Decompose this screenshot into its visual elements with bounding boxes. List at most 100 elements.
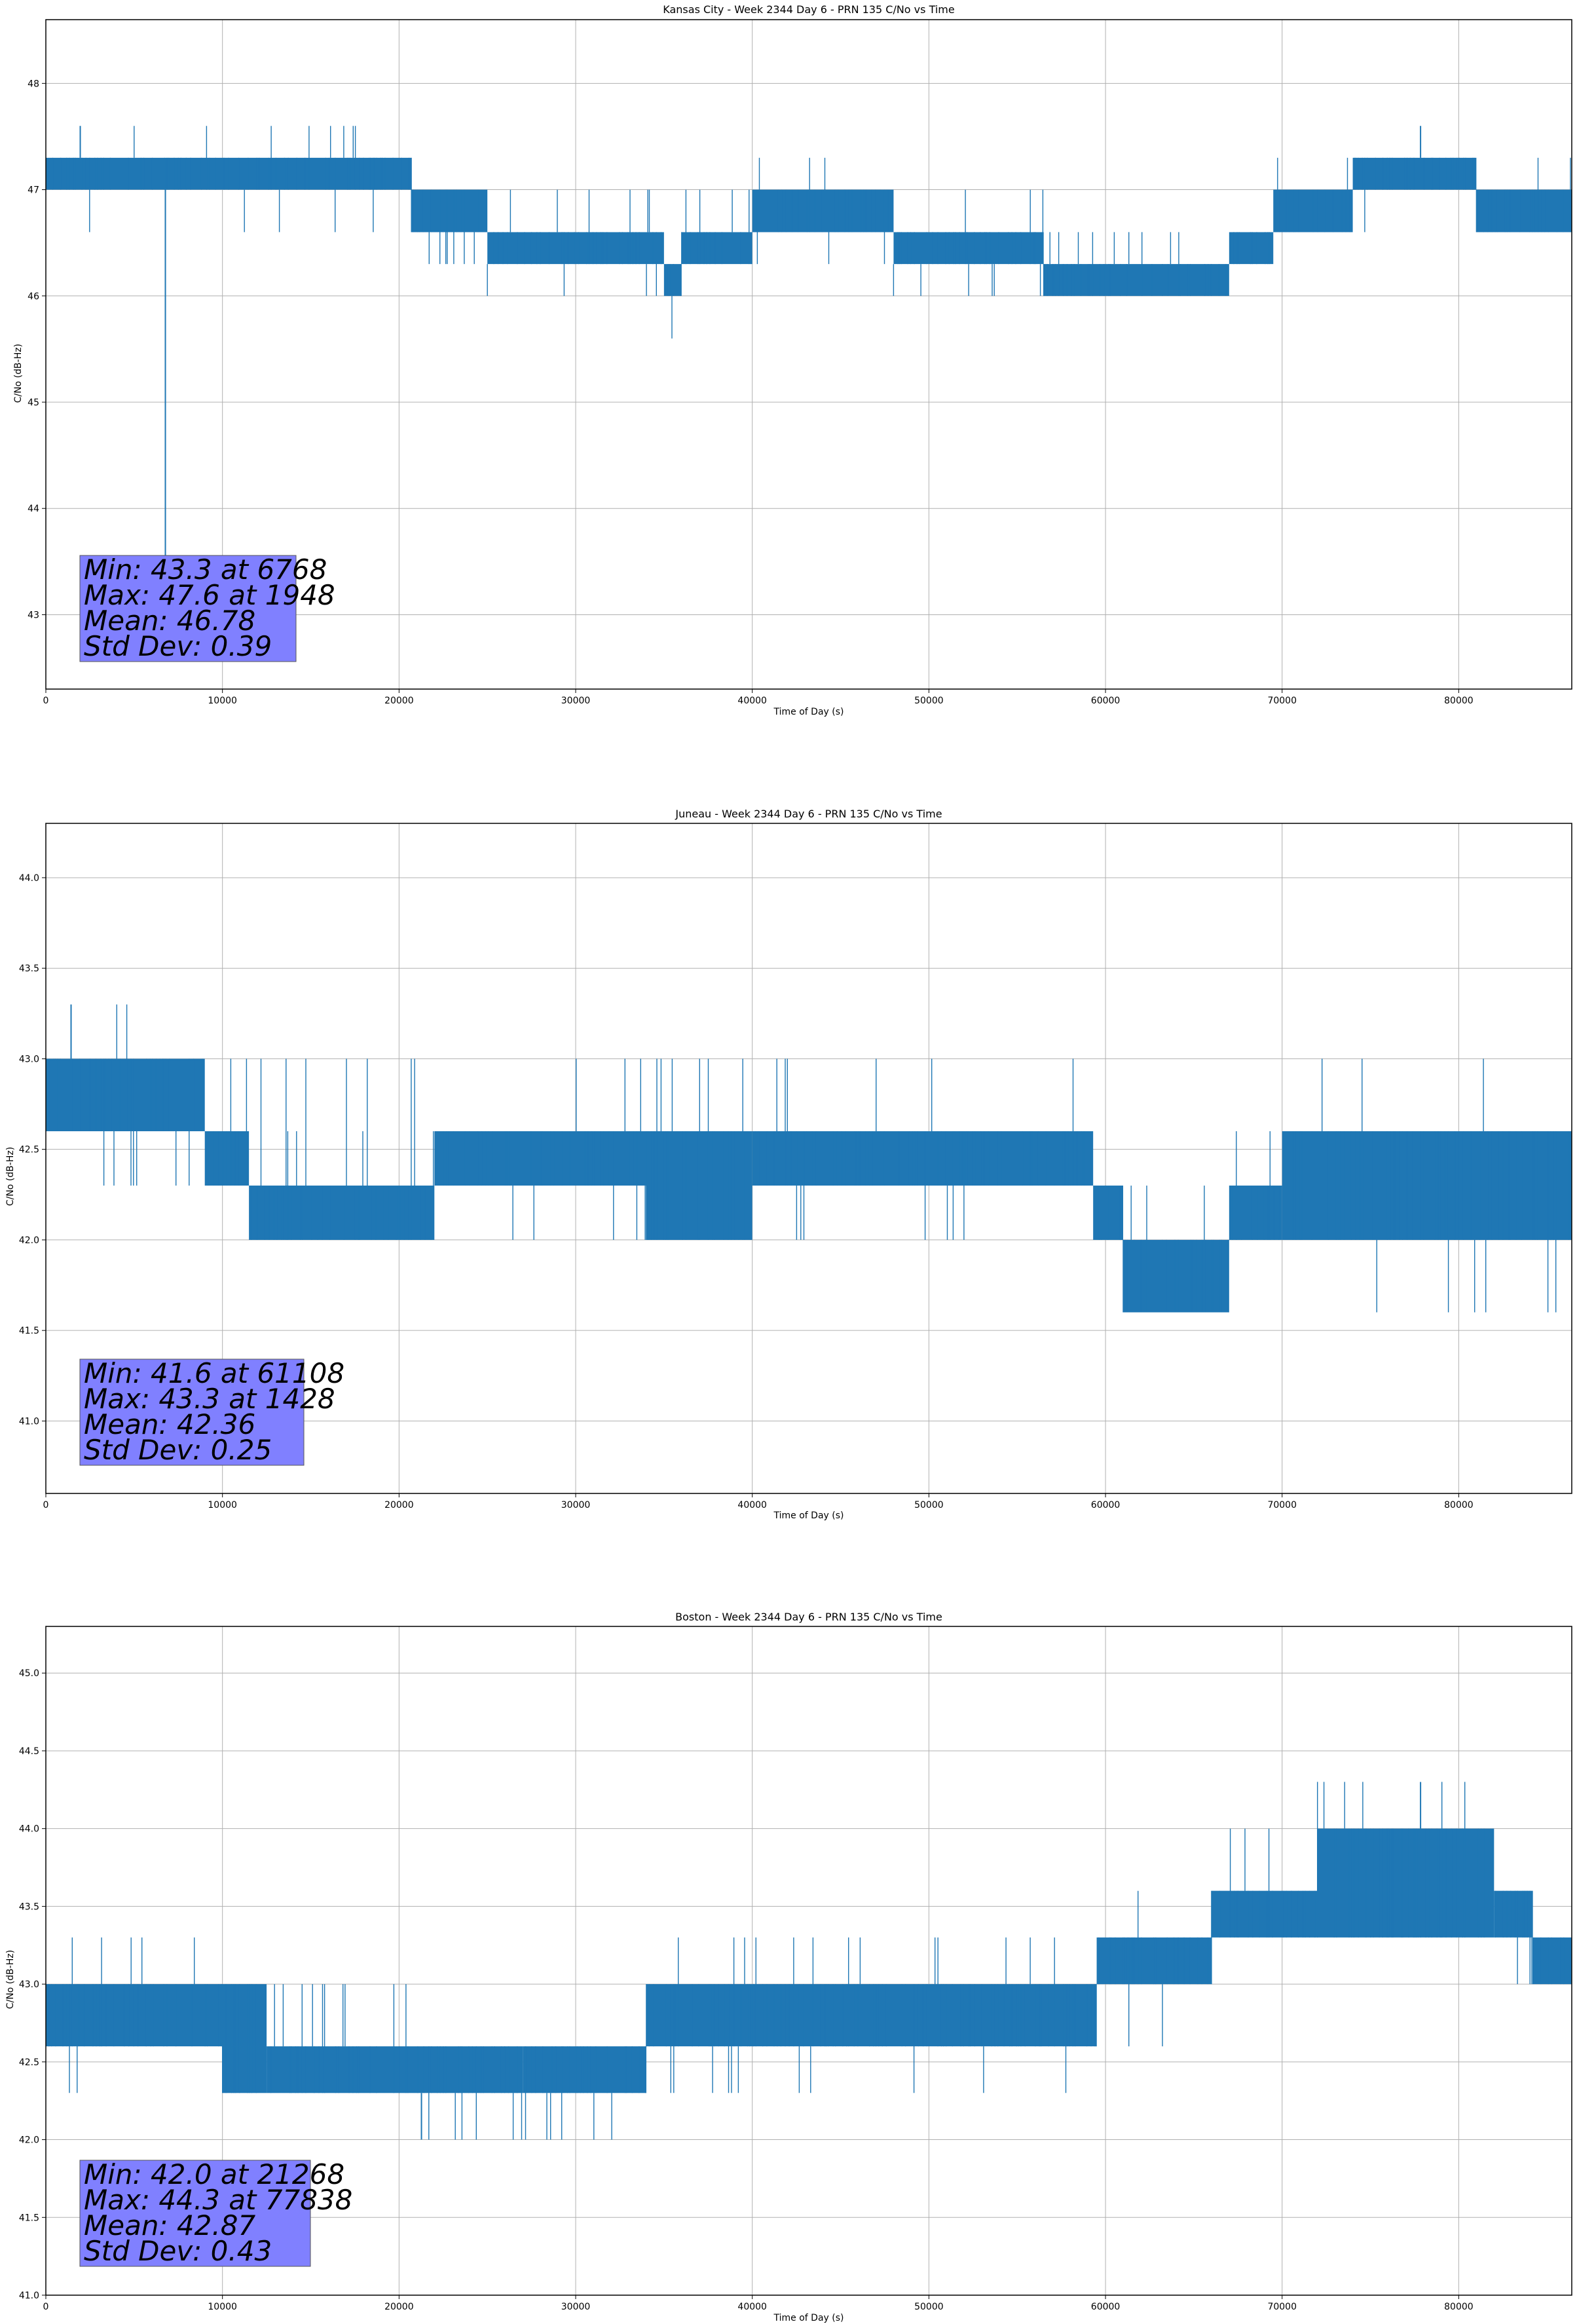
x-tick-label: 50000 <box>914 696 944 706</box>
signal-band <box>407 2046 523 2093</box>
stat-std: Std Dev: 0.25 <box>84 1434 272 1466</box>
x-tick-label: 10000 <box>208 1500 237 1510</box>
signal-band <box>681 232 752 265</box>
y-axis-label: C/No (dB-Hz) <box>5 1950 16 2009</box>
x-tick-label: 10000 <box>208 696 237 706</box>
x-tick-label: 40000 <box>737 2302 767 2312</box>
stats-box: Min: 43.3 at 6768 Max: 47.6 at 1948 Mean… <box>79 553 335 662</box>
signal-band <box>1211 1890 1318 1938</box>
boston-subplot: Boston - Week 2344 Day 6 - PRN 135 C/No … <box>5 1611 1572 2323</box>
stat-max: Max: 43.3 at 1428 <box>84 1383 335 1415</box>
x-tick-label: 40000 <box>737 696 767 706</box>
signal-band <box>267 2046 408 2093</box>
signal-jitter <box>49 1004 1570 1313</box>
juneau-subplot: Juneau - Week 2344 Day 6 - PRN 135 C/No … <box>5 808 1572 1521</box>
y-tick-label: 43.5 <box>19 964 39 974</box>
subplot-title: Boston - Week 2344 Day 6 - PRN 135 C/No … <box>675 1611 942 1623</box>
y-tick-label: 44.5 <box>19 1746 39 1757</box>
x-axis-label: Time of Day (s) <box>773 1510 844 1521</box>
x-tick-label: 0 <box>43 696 49 706</box>
stat-max: Max: 47.6 at 1948 <box>84 579 335 611</box>
stats-box: Min: 42.0 at 21268 Max: 44.3 at 77838 Me… <box>79 2158 352 2267</box>
signal-band <box>646 1984 876 2047</box>
stats-box-bg <box>79 1359 305 1466</box>
x-tick-label: 60000 <box>1091 1500 1121 1510</box>
y-axis-label: C/No (dB-Hz) <box>5 1147 16 1206</box>
y-tick-label: 46 <box>28 291 39 302</box>
x-tick-label: 50000 <box>914 1500 944 1510</box>
y-tick-label: 43.0 <box>19 1979 39 1990</box>
y-axis-label: C/No (dB-Hz) <box>13 344 24 403</box>
x-tick-label: 80000 <box>1444 696 1474 706</box>
x-tick-label: 20000 <box>384 1500 414 1510</box>
signal-band <box>487 232 664 265</box>
y-tick-label: 43.5 <box>19 1902 39 1912</box>
signal-band <box>1229 232 1274 265</box>
signal-band <box>893 232 1044 265</box>
signal-band <box>752 1131 1094 1186</box>
x-axis-label: Time of Day (s) <box>773 2313 844 2323</box>
y-tick-label: 41.5 <box>19 1326 39 1336</box>
x-tick-label: 70000 <box>1267 696 1297 706</box>
x-tick-label: 30000 <box>561 2302 591 2312</box>
stat-mean: Mean: 42.36 <box>84 1408 255 1440</box>
y-tick-label: 42.0 <box>19 1235 39 1246</box>
signal-band <box>663 264 682 296</box>
y-tick-label: 41.0 <box>19 1416 39 1427</box>
y-tick-label: 44 <box>28 504 39 514</box>
signal-band <box>411 189 488 233</box>
signal-band <box>1532 1937 1572 1985</box>
y-tick-label: 42.5 <box>19 2057 39 2068</box>
signal-band <box>523 2046 646 2093</box>
signal-band <box>1352 157 1477 190</box>
x-tick-label: 0 <box>43 1500 49 1510</box>
stat-std: Std Dev: 0.43 <box>84 2235 272 2267</box>
y-tick-label: 45 <box>28 398 39 408</box>
x-tick-label: 40000 <box>737 1500 767 1510</box>
y-tick-label: 42.5 <box>19 1145 39 1155</box>
y-tick-label: 41.0 <box>19 2291 39 2301</box>
x-tick-label: 70000 <box>1267 1500 1297 1510</box>
y-tick-label: 43 <box>28 610 39 620</box>
plot-frame <box>45 1626 1572 2296</box>
x-axis-label: Time of Day (s) <box>773 707 844 717</box>
signal-band <box>876 1984 1097 2047</box>
signal-band <box>434 1131 646 1186</box>
signal-band <box>1317 1828 1494 1938</box>
x-tick-label: 30000 <box>561 1500 591 1510</box>
x-tick-label: 20000 <box>384 2302 414 2312</box>
stats-box-bg <box>79 2160 311 2267</box>
kansas-city-subplot: Kansas City - Week 2344 Day 6 - PRN 135 … <box>13 3 1572 717</box>
x-tick-label: 20000 <box>384 696 414 706</box>
x-tick-label: 60000 <box>1091 2302 1121 2312</box>
plot-frame <box>45 19 1572 690</box>
stat-min: Min: 41.6 at 61108 <box>84 1357 344 1389</box>
y-tick-label: 43.0 <box>19 1054 39 1064</box>
y-tick-label: 44.0 <box>19 873 39 884</box>
x-tick-label: 30000 <box>561 696 591 706</box>
stat-max: Max: 44.3 at 77838 <box>84 2184 352 2216</box>
y-tick-label: 47 <box>28 185 39 196</box>
y-tick-label: 42.0 <box>19 2135 39 2146</box>
stat-std: Std Dev: 0.39 <box>84 630 272 662</box>
x-tick-label: 70000 <box>1267 2302 1297 2312</box>
y-tick-label: 44.0 <box>19 1824 39 1835</box>
stats-box: Min: 41.6 at 61108 Max: 43.3 at 1428 Mea… <box>79 1357 344 1466</box>
signal-band <box>1494 1890 1533 1938</box>
signal-band <box>1282 1131 1572 1240</box>
plot-frame <box>45 823 1572 1494</box>
stat-mean: Mean: 46.78 <box>84 605 255 637</box>
y-tick-label: 48 <box>28 79 39 89</box>
subplot-title: Juneau - Week 2344 Day 6 - PRN 135 C/No … <box>675 808 942 820</box>
signal-band <box>222 1984 267 2093</box>
signal-band <box>46 1059 205 1132</box>
x-tick-label: 50000 <box>914 2302 944 2312</box>
stat-min: Min: 42.0 at 21268 <box>84 2158 344 2190</box>
signal-band <box>1229 1185 1282 1240</box>
signal-jitter <box>48 1782 1565 2140</box>
x-tick-label: 80000 <box>1444 1500 1474 1510</box>
x-tick-label: 10000 <box>208 2302 237 2312</box>
signal-band <box>752 189 894 233</box>
stat-mean: Mean: 42.87 <box>84 2209 255 2241</box>
y-tick-label: 45.0 <box>19 1668 39 1679</box>
